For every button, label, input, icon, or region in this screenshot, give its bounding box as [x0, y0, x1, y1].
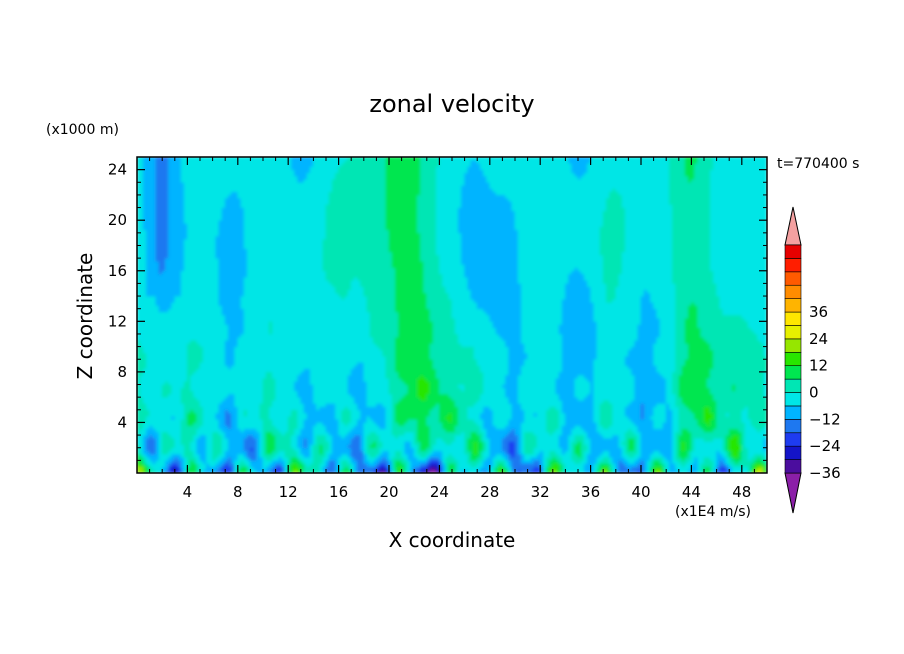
x-tick-label: 16 — [329, 483, 348, 501]
colorbar-bin — [784, 311, 802, 326]
y-tick-label: 12 — [108, 312, 127, 330]
chart-title: zonal velocity — [369, 90, 534, 118]
colorbar-bin — [784, 244, 802, 259]
x-tick-label: 36 — [581, 483, 600, 501]
x-axis-label: X coordinate — [389, 528, 516, 552]
colorbar-bin — [784, 284, 802, 299]
y-tick-label: 20 — [108, 211, 127, 229]
x-tick-label: 12 — [279, 483, 298, 501]
colorbar-bin — [784, 432, 802, 447]
x-tick-label: 32 — [531, 483, 550, 501]
x-tick-label: 20 — [379, 483, 398, 501]
y-axis: 4 8 12 16 20 24 — [108, 161, 767, 461]
colorbar-tick-label: −24 — [809, 437, 841, 455]
colorbar-bin — [784, 405, 802, 420]
colorbar: 36 24 12 0 −12 −24 −36 — [784, 206, 841, 514]
colorbar-bin — [784, 445, 802, 460]
y-axis-label: Z coordinate — [73, 253, 97, 380]
colorbar-bin — [784, 271, 802, 286]
colorbar-min-arrow — [784, 472, 802, 514]
x-tick-label: 24 — [430, 483, 449, 501]
x-tick-label: 4 — [183, 483, 193, 501]
colorbar-bin — [784, 378, 802, 393]
colorbar-bin — [784, 392, 802, 407]
colorbar-bin — [784, 298, 802, 313]
colorbar-tick-label: 12 — [809, 357, 828, 375]
colorbar-bin — [784, 419, 802, 434]
contour-field — [137, 157, 767, 473]
x-tick-label: 40 — [631, 483, 650, 501]
y-tick-label: 24 — [108, 161, 127, 179]
colorbar-bin — [784, 351, 802, 367]
x-tick-label: 44 — [682, 483, 701, 501]
colorbar-bin — [784, 325, 802, 340]
y-axis-units: (x1000 m) — [46, 122, 119, 138]
y-tick-label: 8 — [117, 363, 127, 381]
colorbar-tick-label: −36 — [809, 464, 841, 482]
y-tick-label: 4 — [117, 413, 127, 431]
colorbar-bin — [784, 459, 802, 474]
colorbar-tick-label: 0 — [809, 384, 819, 402]
y-tick-label: 16 — [108, 262, 127, 280]
colorbar-tick-label: 24 — [809, 330, 828, 348]
x-axis-units: (x1E4 m/s) — [675, 504, 751, 520]
colorbar-bin — [784, 365, 802, 380]
colorbar-bin — [784, 258, 802, 273]
time-label: t=770400 s — [777, 156, 859, 172]
colorbar-max-arrow — [784, 206, 802, 246]
colorbar-tick-label: 36 — [809, 303, 828, 321]
x-tick-label: 8 — [233, 483, 243, 501]
colorbar-bin — [784, 338, 802, 353]
x-tick-label: 28 — [480, 483, 499, 501]
x-axis: 4 8 12 16 20 24 28 32 36 40 44 48 — [149, 157, 755, 501]
colorbar-tick-label: −12 — [809, 410, 841, 428]
x-tick-label: 48 — [732, 483, 751, 501]
